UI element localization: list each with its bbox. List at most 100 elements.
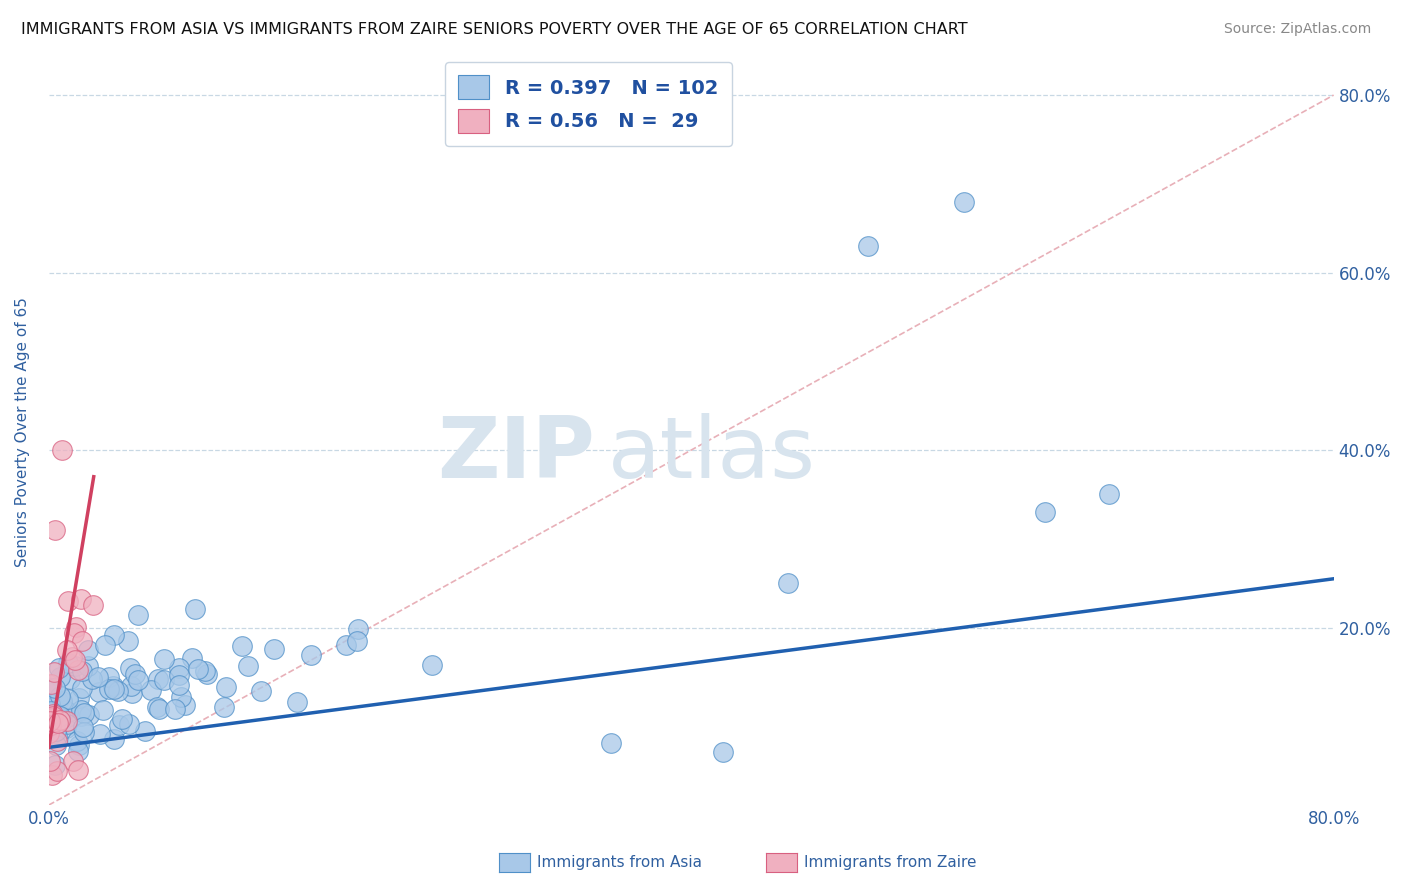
Point [98,670,121,684]
Point [87,685,110,699]
Point [346,634,368,648]
Point [69,592,91,607]
Point [69,703,91,717]
Point [420,658,443,673]
Point [214,700,236,714]
Point [146,672,169,686]
Point [39,704,62,718]
Point [42,698,65,713]
Point [103,732,125,747]
Point [167,667,190,681]
Point [62,754,84,768]
Point [41,681,63,696]
Point [82,672,104,686]
Point [41,767,63,781]
Text: Immigrants from Asia: Immigrants from Asia [537,855,702,870]
Point [87,670,110,684]
Text: ZIP: ZIP [437,413,595,496]
Point [134,723,156,738]
Point [56,657,79,671]
Point [1033,505,1056,519]
Point [44,665,66,680]
Point [121,686,143,700]
Point [66,733,89,747]
Point [953,194,976,209]
Point [107,684,129,698]
Point [72,721,94,735]
Point [48,661,70,675]
Point [91,703,114,717]
Point [127,673,149,688]
Point [56,642,79,657]
Point [42,726,65,740]
Point [97,681,120,696]
Point [45,739,67,753]
Point [46,694,69,708]
Point [153,673,176,687]
Point [249,684,271,698]
Point [301,648,323,662]
Point [44,523,66,537]
Point [56,717,79,731]
Point [856,239,879,253]
Point [110,712,132,726]
Point [39,719,62,733]
Point [58,692,80,706]
Point [139,683,162,698]
Point [180,651,202,665]
Point [69,709,91,723]
Point [44,681,66,695]
Point [56,594,79,608]
Text: Source: ZipAtlas.com: Source: ZipAtlas.com [1223,22,1371,37]
Point [48,689,70,703]
Point [49,670,72,684]
Point [103,682,125,697]
Point [118,661,141,675]
Legend: R = 0.397   N = 102, R = 0.56   N =  29: R = 0.397 N = 102, R = 0.56 N = 29 [444,62,733,146]
Point [77,643,100,657]
Point [124,667,146,681]
Point [63,626,86,640]
Point [39,754,62,768]
Point [776,576,799,591]
Point [58,705,80,719]
Point [194,664,217,678]
Point [56,714,79,728]
Point [59,673,82,687]
Point [49,713,72,727]
Point [44,758,66,772]
Point [51,694,73,708]
Point [148,702,170,716]
Point [195,667,218,681]
Point [45,764,67,779]
Point [215,680,238,694]
Point [41,711,63,725]
Point [169,661,191,675]
Point [62,650,84,665]
Point [118,717,141,731]
Point [127,607,149,622]
Point [55,721,77,735]
Point [70,633,93,648]
Text: atlas: atlas [607,413,815,496]
Point [236,659,259,673]
Point [38,714,60,728]
Point [82,598,104,612]
Point [70,681,93,695]
Point [66,763,89,777]
Point [45,729,67,743]
Point [120,679,142,693]
Point [285,695,308,709]
Point [39,718,62,732]
Point [167,678,190,692]
Point [165,702,187,716]
Point [347,622,370,636]
Point [103,628,125,642]
Point [66,744,89,758]
Point [45,734,67,748]
Point [153,652,176,666]
Point [169,690,191,705]
Point [76,659,98,673]
Point [63,659,86,673]
Point [51,708,73,723]
